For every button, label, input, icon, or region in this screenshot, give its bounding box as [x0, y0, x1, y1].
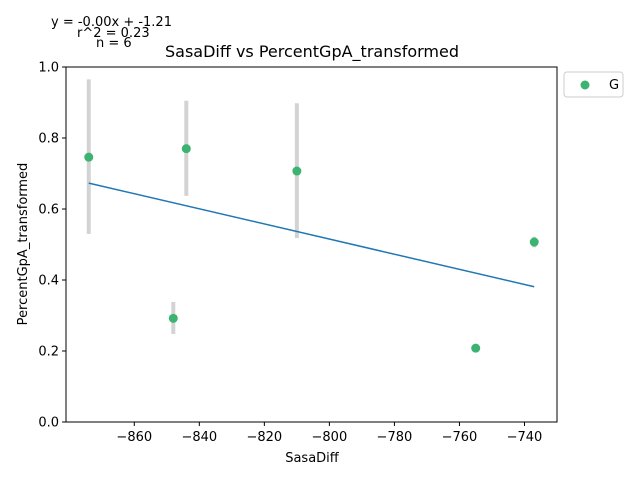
n-annotation: n = 6	[96, 36, 132, 51]
x-tick-label-0: −860	[116, 430, 152, 445]
legend: G	[563, 71, 624, 98]
x-axis-label: SasaDiff	[285, 451, 340, 466]
legend-box	[563, 71, 624, 98]
y-tick-label-0: 0.0	[38, 416, 59, 431]
y-tick-label-5: 1.0	[38, 61, 59, 76]
x-tick-label-6: −740	[507, 430, 543, 445]
y-tick-label-4: 0.8	[38, 132, 59, 147]
x-tick-label-5: −760	[442, 430, 478, 445]
x-tick-label-4: −780	[377, 430, 413, 445]
r2-annotation: r^2 = 0.23	[77, 26, 150, 41]
y-tick-label-2: 0.4	[38, 274, 59, 289]
x-axis: −860 −840 −820 −800 −780 −760 −740	[116, 422, 542, 445]
legend-label-g: G	[609, 78, 619, 93]
data-point-0	[84, 152, 94, 162]
x-tick-label-1: −840	[181, 430, 217, 445]
y-tick-label-3: 0.6	[38, 203, 59, 218]
y-axis-label: PercentGpA_transformed	[16, 163, 31, 326]
y-axis: 0.0 0.2 0.4 0.6 0.8 1.0	[38, 61, 66, 431]
data-point-3	[292, 166, 302, 176]
legend-marker-g	[580, 80, 590, 90]
equation-annotation: y = -0.00x + -1.21	[51, 15, 172, 30]
plot-frame	[65, 66, 558, 423]
plot-area	[84, 79, 539, 353]
regression-line	[88, 182, 535, 288]
chart-title: SasaDiff vs PercentGpA_transformed	[165, 42, 459, 62]
y-tick-label-1: 0.2	[38, 345, 59, 360]
data-point-5	[529, 237, 539, 247]
x-tick-label-3: −800	[312, 430, 348, 445]
data-point-2	[181, 144, 191, 154]
x-tick-label-2: −820	[246, 430, 282, 445]
data-point-4	[471, 343, 481, 353]
data-point-1	[168, 313, 178, 323]
